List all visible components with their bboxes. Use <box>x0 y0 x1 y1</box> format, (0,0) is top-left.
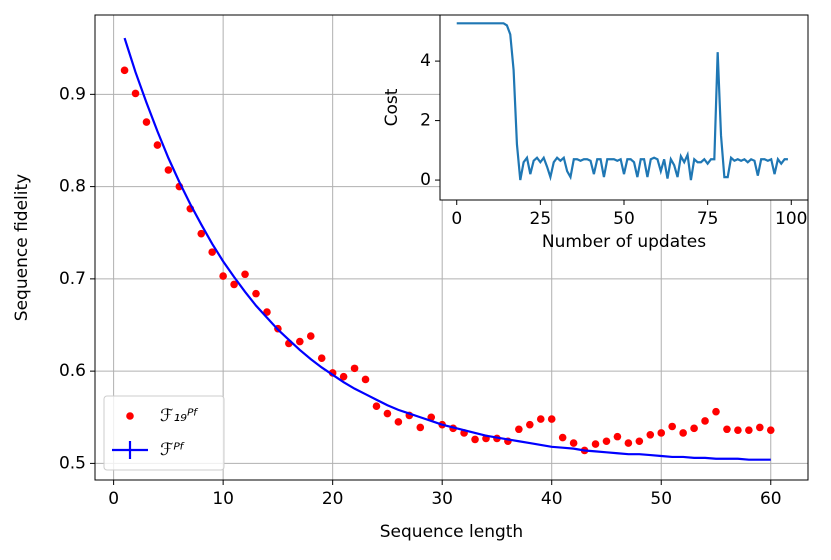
data-point <box>536 415 545 423</box>
data-point <box>734 426 742 434</box>
data-point <box>624 439 633 447</box>
data-point <box>515 425 523 434</box>
data-point <box>383 409 392 418</box>
data-point <box>252 289 260 298</box>
x-tick-label: 100 <box>775 209 807 229</box>
y-tick-label: 4 <box>420 51 431 71</box>
data-point <box>526 420 534 429</box>
x-axis-label: Sequence length <box>380 522 523 542</box>
y-axis-label: Sequence fidelity <box>12 174 32 321</box>
y-axis-label: Cost <box>382 88 402 126</box>
x-axis-label: Number of updates <box>542 232 706 252</box>
data-point <box>153 141 162 149</box>
data-point <box>339 372 348 381</box>
x-tick-label: 30 <box>431 489 453 509</box>
data-point <box>131 89 140 98</box>
data-point <box>120 66 129 75</box>
data-point <box>241 270 249 279</box>
x-tick-label: 0 <box>451 209 462 229</box>
data-point <box>602 437 611 446</box>
data-point <box>164 166 173 174</box>
y-tick-label: 0.6 <box>59 361 86 381</box>
data-point <box>394 418 403 426</box>
data-point <box>142 118 151 126</box>
data-point <box>690 424 698 433</box>
legend-box <box>103 395 225 471</box>
data-point <box>723 425 731 434</box>
x-tick-label: 75 <box>697 209 719 229</box>
data-point <box>745 426 753 434</box>
legend-marker <box>126 412 134 420</box>
x-tick-label: 10 <box>212 489 234 509</box>
data-point <box>613 432 622 441</box>
data-line <box>123 37 771 461</box>
data-point <box>766 426 775 434</box>
x-tick-label: 40 <box>541 489 563 509</box>
y-tick-label: 0.8 <box>59 177 86 197</box>
data-point <box>646 430 655 439</box>
data-point <box>208 248 216 256</box>
data-point <box>219 272 227 280</box>
data-line <box>456 22 788 182</box>
data-point <box>296 337 304 346</box>
data-point <box>361 375 370 384</box>
x-tick-label: 60 <box>760 489 782 509</box>
data-point <box>712 407 720 416</box>
legend-label: ℱᴾᶠ <box>160 440 185 460</box>
data-point <box>635 437 644 446</box>
data-point <box>668 422 676 431</box>
y-tick-label: 0 <box>420 170 431 190</box>
y-tick-label: 2 <box>420 111 431 131</box>
y-tick-label: 0.7 <box>59 269 86 289</box>
data-point <box>350 364 359 373</box>
data-point <box>197 229 206 238</box>
data-point <box>701 417 709 425</box>
x-tick-label: 20 <box>322 489 344 509</box>
x-tick-label: 0 <box>108 489 119 509</box>
data-point <box>569 439 578 447</box>
data-point <box>230 280 238 289</box>
data-point <box>306 332 315 340</box>
axes-frame <box>439 14 809 201</box>
data-point <box>756 423 764 432</box>
data-point <box>591 440 600 448</box>
y-tick-label: 0.9 <box>59 84 86 104</box>
data-point <box>679 429 687 437</box>
legend-label: ℱ₁₉ᴾᶠ <box>160 406 199 426</box>
data-point <box>471 435 479 444</box>
data-point <box>558 433 567 442</box>
data-point <box>317 354 326 363</box>
data-point <box>547 415 556 423</box>
y-tick-label: 0.5 <box>59 453 86 473</box>
data-point <box>372 402 381 410</box>
x-tick-label: 50 <box>650 489 672 509</box>
x-tick-label: 25 <box>530 209 552 229</box>
data-point <box>416 423 425 432</box>
data-point <box>657 429 666 437</box>
x-tick-label: 50 <box>613 209 635 229</box>
